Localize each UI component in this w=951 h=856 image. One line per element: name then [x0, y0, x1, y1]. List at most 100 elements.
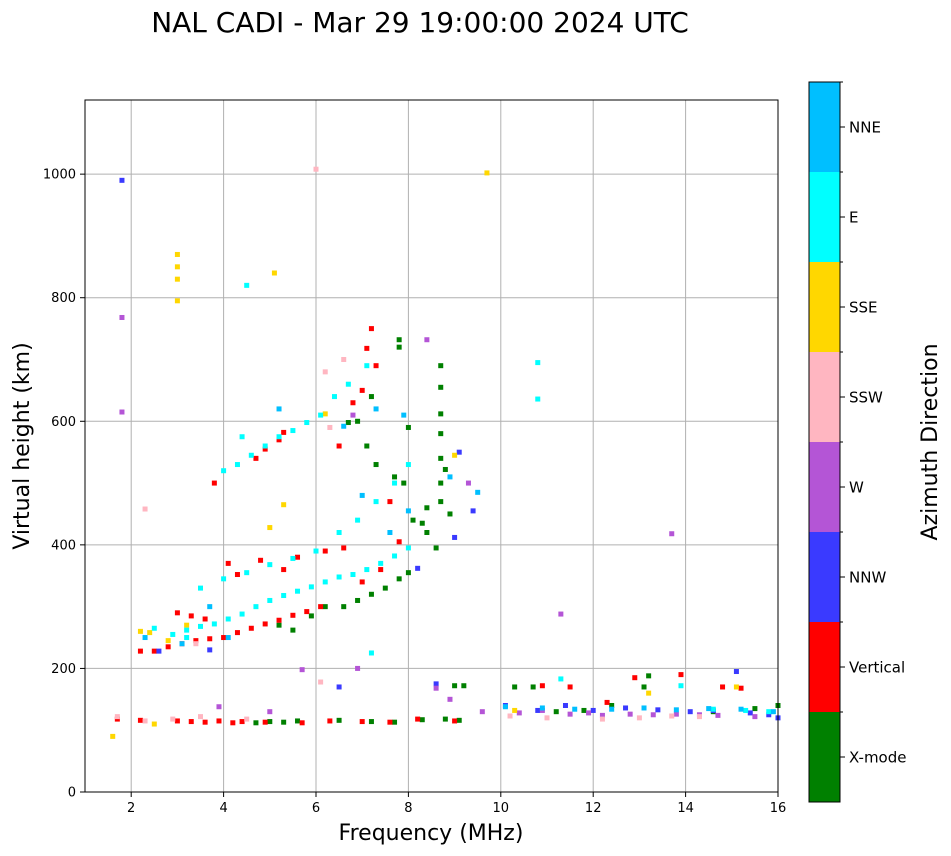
echo-point-x-mode — [322, 604, 328, 610]
echo-point-w — [558, 611, 564, 617]
y-axis-title: Virtual height (km) — [10, 342, 35, 549]
echo-point-x-mode — [396, 576, 402, 582]
x-tick-label: 8 — [404, 801, 412, 816]
echo-point-x-mode — [295, 718, 301, 724]
echo-point-vertical — [604, 699, 610, 705]
echo-point-e — [198, 623, 203, 629]
y-tick-label: 600 — [51, 415, 76, 430]
echo-point-e — [710, 706, 716, 712]
echo-point-e — [345, 381, 351, 387]
echo-point-e — [221, 576, 227, 582]
echo-point-vertical — [567, 684, 573, 690]
echo-point-nnw — [452, 534, 458, 540]
echo-point-vertical — [368, 326, 374, 332]
colorbar-label: W — [849, 479, 864, 497]
echo-point-nne — [770, 709, 776, 715]
colorbar-segment — [809, 532, 840, 622]
echo-point-vertical — [262, 719, 268, 725]
colorbar-segment — [809, 352, 840, 442]
echo-point-x-mode — [253, 720, 259, 726]
echo-point-x-mode — [276, 622, 282, 628]
echo-point-nnw — [433, 681, 439, 687]
echo-point-ssw — [341, 357, 347, 362]
echo-point-e — [373, 499, 379, 505]
echo-point-sse — [733, 684, 739, 690]
echo-point-vertical — [387, 719, 393, 725]
echo-point-e — [392, 553, 398, 559]
echo-point-nnw — [456, 449, 462, 455]
echo-point-nnw — [336, 684, 342, 690]
colorbar-label: Vertical — [849, 659, 905, 677]
echo-point-vertical — [262, 446, 268, 452]
echo-point-e — [211, 621, 217, 627]
echo-point-nne — [475, 489, 481, 495]
echo-point-x-mode — [373, 462, 379, 468]
echo-point-w — [433, 685, 439, 691]
echo-point-e — [281, 593, 287, 599]
x-tick-label: 4 — [219, 801, 227, 816]
echo-point-sse — [174, 264, 180, 270]
echo-point-e — [262, 443, 268, 449]
echo-point-e — [221, 468, 227, 474]
echo-point-vertical — [396, 539, 402, 545]
echo-point-w — [299, 667, 305, 673]
echo-point-w — [267, 709, 273, 715]
echo-point-nne — [276, 406, 282, 412]
echo-point-vertical — [234, 630, 240, 636]
echo-point-vertical — [290, 612, 296, 618]
echo-point-ssw — [193, 641, 199, 647]
echo-point-e — [295, 588, 301, 594]
echo-point-x-mode — [456, 717, 462, 723]
echo-point-nne — [341, 423, 347, 429]
echo-point-x-mode — [646, 673, 652, 679]
echo-point-x-mode — [442, 466, 448, 472]
echo-point-x-mode — [405, 570, 411, 576]
echo-point-x-mode — [368, 591, 374, 597]
echo-point-x-mode — [419, 520, 425, 526]
echo-point-nne — [447, 474, 453, 480]
x-tick-label: 12 — [585, 801, 602, 816]
colorbar-segment — [809, 442, 840, 532]
echo-point-vertical — [258, 557, 264, 563]
echo-point-x-mode — [438, 455, 444, 461]
echo-point-e — [184, 627, 190, 633]
echo-point-x-mode — [424, 530, 430, 535]
echo-point-e — [678, 683, 684, 689]
echo-point-sse — [184, 622, 190, 628]
echo-point-nne — [142, 635, 148, 641]
echo-point-vertical — [539, 683, 545, 689]
echo-point-w — [447, 696, 453, 702]
echo-point-x-mode — [410, 517, 416, 523]
echo-point-nne — [706, 706, 712, 712]
echo-point-vertical — [336, 443, 342, 449]
echo-point-x-mode — [438, 363, 444, 369]
echo-point-vertical — [373, 363, 379, 369]
echo-point-sse — [165, 638, 171, 644]
echo-point-x-mode — [419, 717, 425, 723]
y-tick-label: 0 — [68, 786, 76, 801]
echo-point-ssw — [318, 679, 324, 685]
x-tick-label: 16 — [770, 801, 787, 816]
echo-point-nnw — [766, 712, 772, 718]
echo-point-x-mode — [553, 709, 559, 715]
x-tick-label: 6 — [312, 801, 320, 816]
echo-point-x-mode — [336, 717, 342, 723]
echo-point-vertical — [207, 636, 213, 642]
colorbar-segment — [809, 82, 840, 172]
echo-point-sse — [484, 170, 490, 176]
echo-point-vertical — [188, 719, 194, 725]
echo-point-nnw — [156, 648, 162, 654]
y-tick-label: 1000 — [43, 168, 76, 183]
echo-point-x-mode — [438, 384, 444, 390]
colorbar-label: NNE — [849, 119, 881, 137]
grid-layer — [85, 100, 779, 793]
echo-point-vertical — [221, 635, 227, 641]
echo-point-vertical — [262, 621, 268, 627]
echo-point-x-mode — [512, 684, 518, 690]
echo-point-nne — [225, 635, 231, 641]
echo-point-w — [355, 665, 361, 671]
echo-point-x-mode — [392, 474, 398, 480]
echo-point-nne — [673, 707, 679, 713]
echo-point-sse — [281, 502, 287, 508]
